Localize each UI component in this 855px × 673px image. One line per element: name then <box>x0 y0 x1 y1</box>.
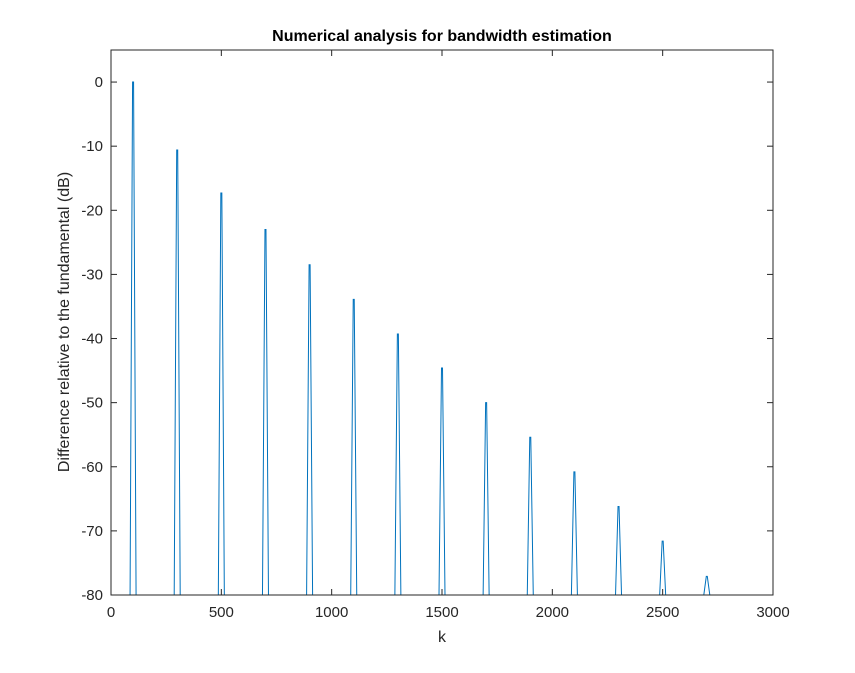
spectral-peak-k2300 <box>615 506 623 596</box>
spectral-peak-k1500 <box>438 367 446 596</box>
spectral-peak-k900 <box>306 264 314 596</box>
y-tick-label: -10 <box>81 138 103 155</box>
spectral-peak-k2500 <box>659 540 667 596</box>
y-axis-label: Difference relative to the fundamental (… <box>56 172 73 472</box>
y-tick-label: 0 <box>95 74 103 91</box>
x-tick-layer: 0 500 1000 1500 2000 2500 3000 <box>107 50 790 621</box>
y-tick-label: -40 <box>81 331 103 348</box>
y-tick-label: -60 <box>81 459 103 476</box>
spectral-peak-k500 <box>217 192 225 596</box>
x-tick-label: 2500 <box>646 604 679 621</box>
x-tick-label: 2000 <box>536 604 569 621</box>
y-tick-label: -50 <box>81 395 103 412</box>
y-tick-label: -80 <box>81 587 103 604</box>
spectral-peak-k300 <box>173 149 181 596</box>
chart-title: Numerical analysis for bandwidth estimat… <box>272 28 612 45</box>
spectral-peak-k1900 <box>526 436 534 596</box>
plot-area <box>111 50 773 595</box>
x-tick-label: 1500 <box>425 604 458 621</box>
x-tick-label: 3000 <box>756 604 789 621</box>
y-tick-layer: 0 -10 -20 -30 -40 -50 -60 -70 -80 <box>81 74 773 604</box>
x-tick-label: 1000 <box>315 604 348 621</box>
y-tick-label: -70 <box>81 523 103 540</box>
spectral-peak-k1100 <box>350 298 358 596</box>
series-layer <box>129 81 711 596</box>
spectral-peak-k100 <box>129 81 137 596</box>
x-tick-label: 0 <box>107 604 115 621</box>
y-tick-label: -30 <box>81 266 103 283</box>
spectral-peak-k1300 <box>394 333 402 596</box>
spectral-peak-k700 <box>261 229 269 596</box>
spectral-peak-k2100 <box>570 471 578 596</box>
x-tick-label: 500 <box>209 604 234 621</box>
spectral-peak-k2700 <box>703 575 711 596</box>
x-axis-label: k <box>438 629 447 646</box>
spectral-peak-k1700 <box>482 402 490 596</box>
y-tick-label: -20 <box>81 202 103 219</box>
